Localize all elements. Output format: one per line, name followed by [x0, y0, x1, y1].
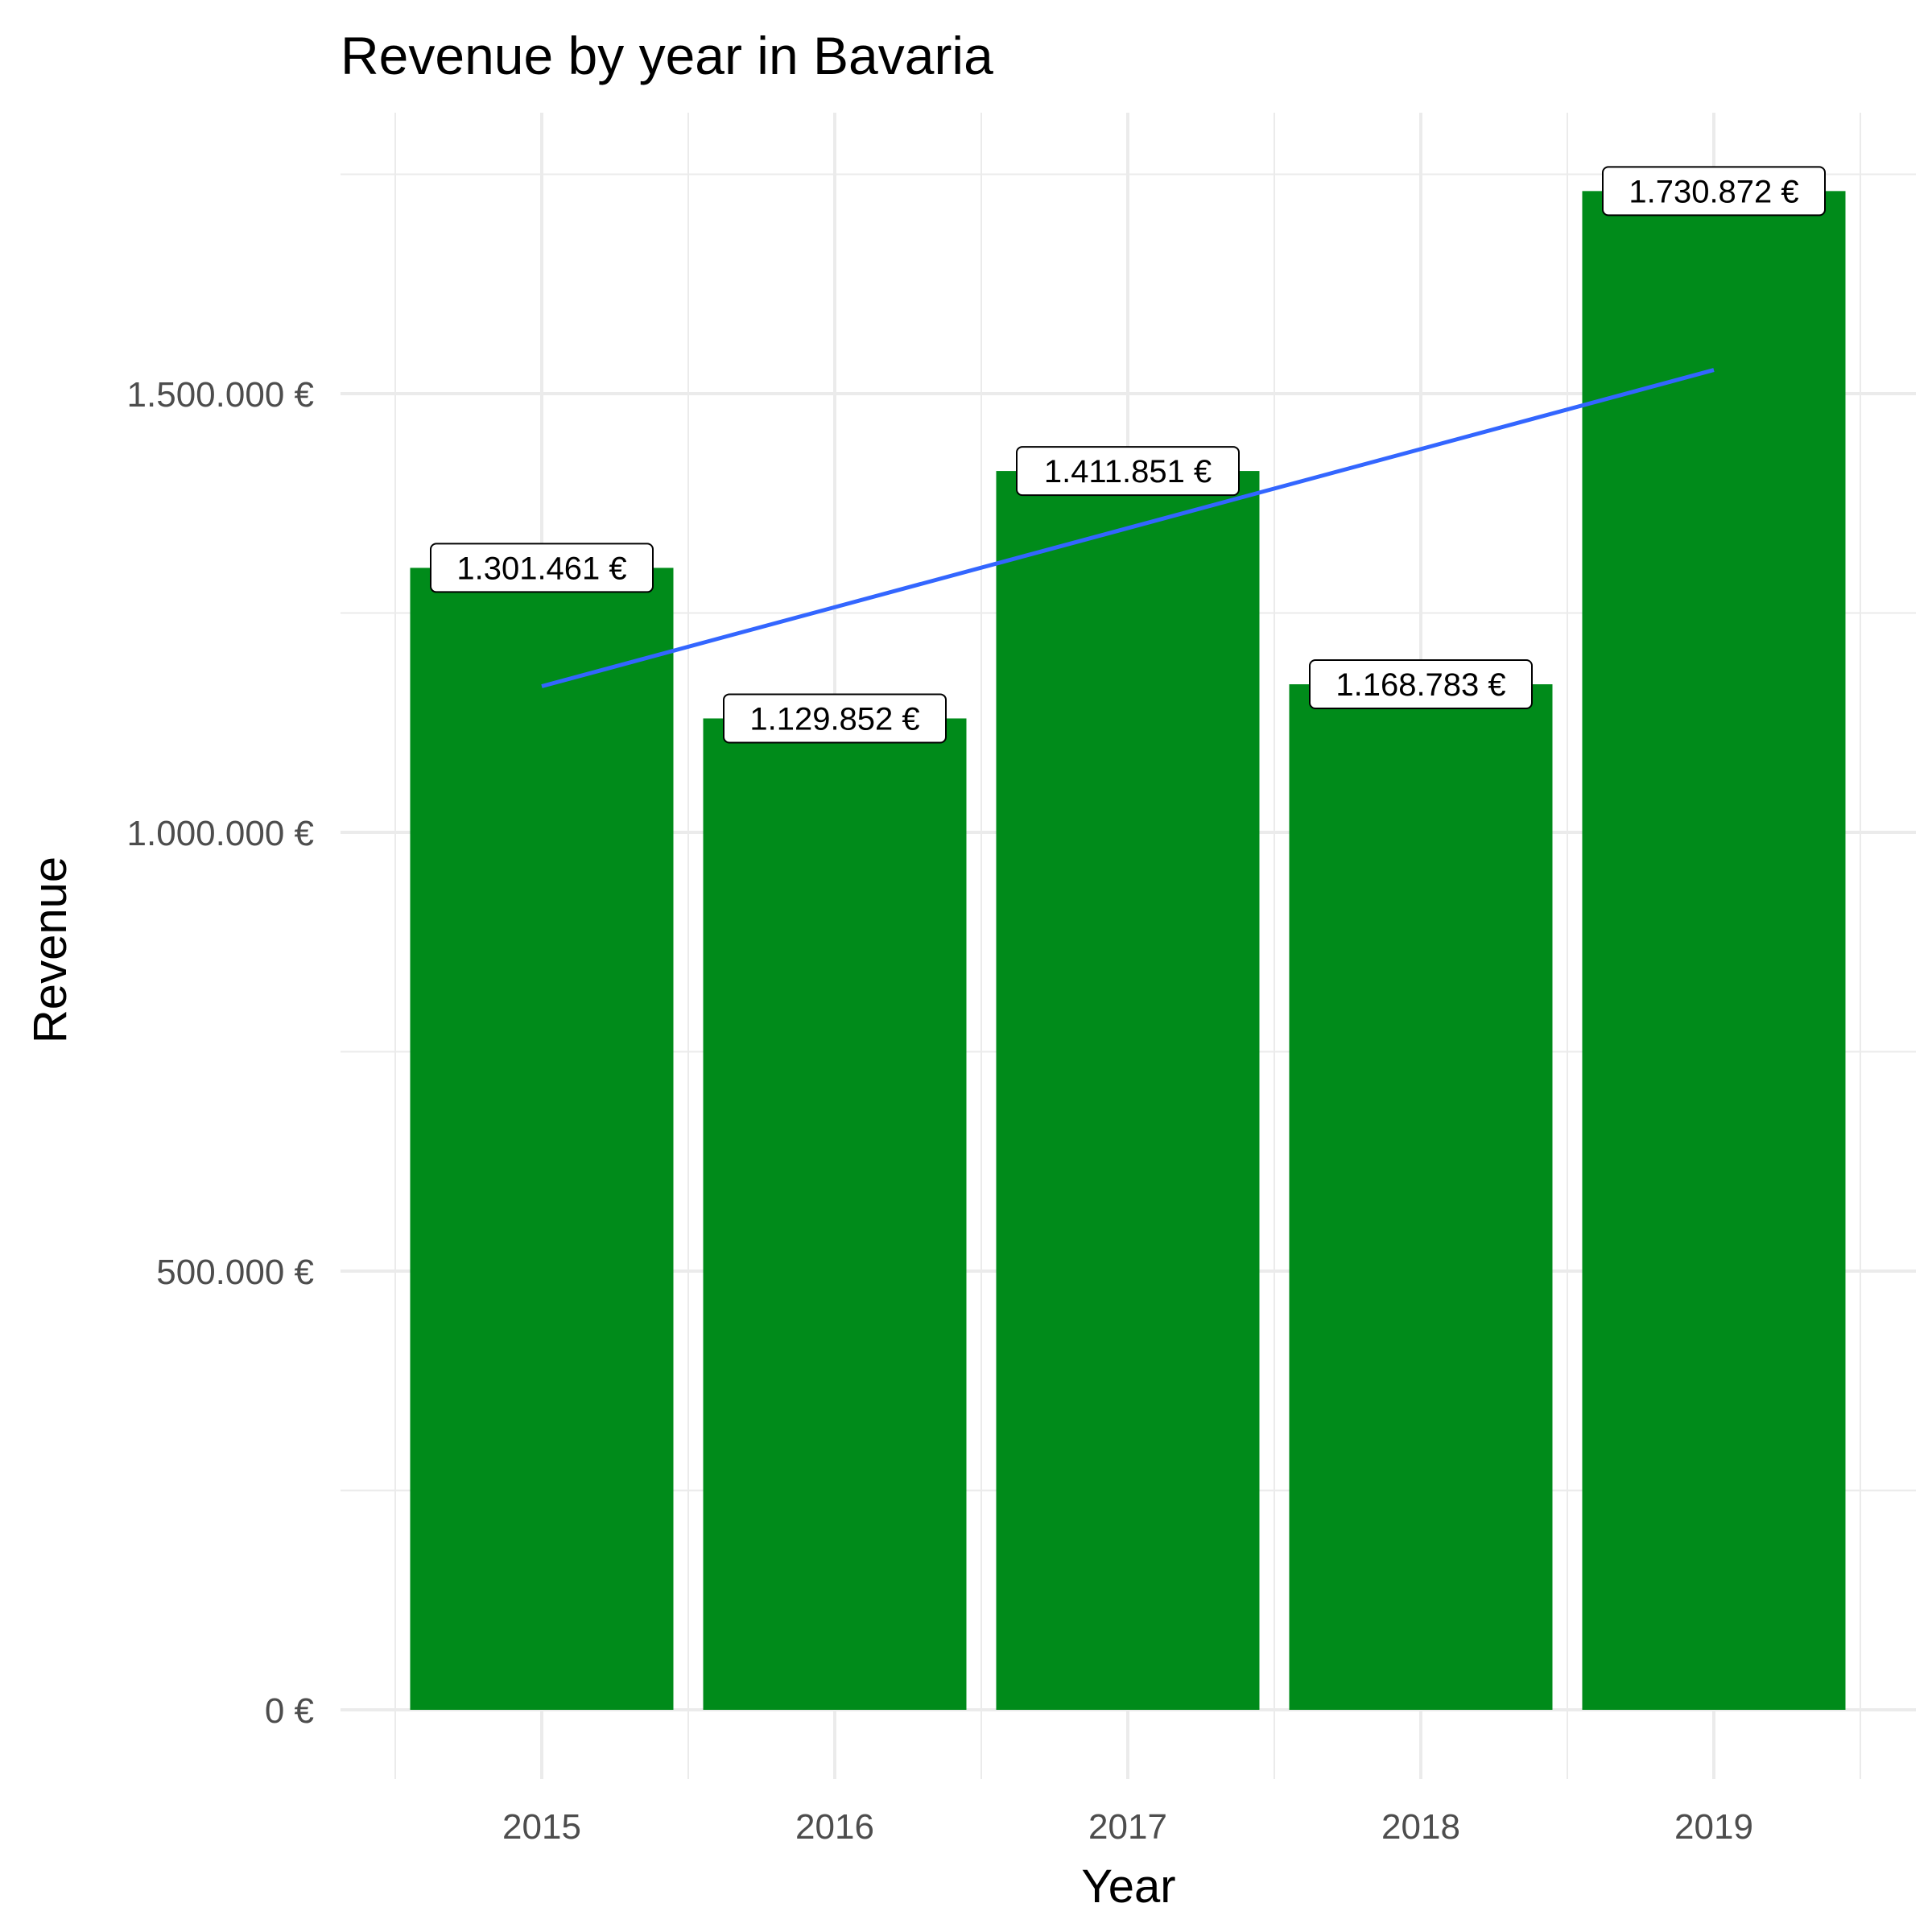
data-label: 1.168.783 €: [1335, 667, 1505, 703]
chart-title: Revenue by year in Bavaria: [341, 26, 993, 85]
bar-2017: [996, 471, 1260, 1710]
trend-line-group: [541, 368, 1715, 688]
data-label: 1.129.852 €: [749, 701, 919, 737]
data-label-box: [723, 693, 947, 744]
y-tick-label: 500.000 €: [156, 1253, 314, 1292]
y-axis-title: Revenue: [24, 857, 76, 1043]
data-label-box: [1602, 166, 1826, 217]
data-label: 1.411.851 €: [1044, 454, 1212, 489]
y-axis-ticks: 0 € 500.000 € 1.000.000 € 1.500.000 €: [127, 375, 314, 1731]
x-tick-label: 2015: [502, 1807, 581, 1847]
bars: [410, 191, 1846, 1711]
bar-2019: [1582, 191, 1846, 1711]
x-axis-title: Year: [1081, 1860, 1175, 1913]
data-label-box: [1016, 446, 1240, 497]
data-labels: 1.301.461 € 1.129.852 € 1.411.851 € 1.168.7…: [430, 166, 1826, 744]
data-label-box: [430, 543, 654, 593]
y-tick-label: 1.500.000 €: [127, 375, 314, 415]
data-label: 1.301.461 €: [456, 551, 626, 586]
y-tick-label: 0 €: [265, 1691, 314, 1731]
bar-2018: [1289, 684, 1553, 1710]
bar-2016: [703, 718, 967, 1710]
data-label: 1.730.872 €: [1629, 174, 1798, 209]
bar-2015: [410, 568, 674, 1711]
x-tick-label: 2019: [1674, 1807, 1753, 1847]
x-tick-label: 2018: [1381, 1807, 1460, 1847]
data-label-box: [1309, 659, 1533, 710]
trend-line: [541, 368, 1715, 688]
x-tick-label: 2017: [1088, 1807, 1167, 1847]
y-tick-label: 1.000.000 €: [127, 814, 314, 853]
x-axis-ticks: 2015 2016 2017 2018 2019: [502, 1807, 1753, 1847]
x-tick-label: 2016: [795, 1807, 874, 1847]
